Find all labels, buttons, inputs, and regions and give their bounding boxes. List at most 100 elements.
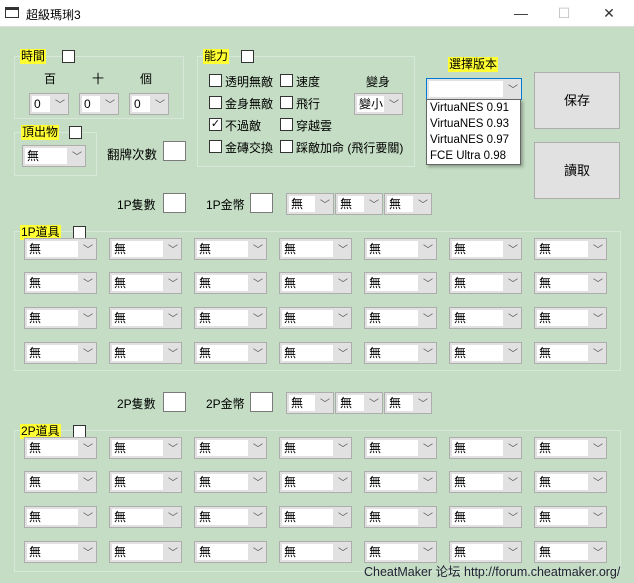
p2-item-select[interactable]: 無 ﹀ bbox=[24, 506, 97, 528]
p1-item-select[interactable]: 無 ﹀ bbox=[279, 238, 352, 260]
p2-item-select[interactable]: 無 ﹀ bbox=[109, 541, 182, 563]
p1-item-select[interactable]: 無 ﹀ bbox=[449, 272, 522, 294]
ability-checkbox[interactable] bbox=[241, 50, 254, 63]
p2-item-select[interactable]: 無 ﹀ bbox=[109, 506, 182, 528]
p1-item-select[interactable]: 無 ﹀ bbox=[109, 342, 182, 364]
p2-item-select[interactable]: 無 ﹀ bbox=[364, 471, 437, 493]
chevron-down-icon: ﹀ bbox=[593, 478, 603, 489]
p1-item-select[interactable]: 無 ﹀ bbox=[449, 238, 522, 260]
version-select[interactable]: ﹀ bbox=[426, 78, 522, 100]
p2-item-select[interactable]: 無 ﹀ bbox=[109, 437, 182, 459]
version-option[interactable]: VirtuaNES 0.97 bbox=[430, 134, 510, 146]
p2-item-select[interactable]: 無 ﹀ bbox=[534, 541, 607, 563]
p1-item-select[interactable]: 無 ﹀ bbox=[534, 342, 607, 364]
minimize-button[interactable]: — bbox=[514, 5, 528, 21]
transform-select[interactable]: 變小 ﹀ bbox=[354, 93, 403, 115]
version-option[interactable]: FCE Ultra 0.98 bbox=[430, 150, 507, 162]
p1-lives-input[interactable] bbox=[163, 193, 186, 213]
p2-item-select[interactable]: 無 ﹀ bbox=[534, 506, 607, 528]
ability-checkbox[interactable] bbox=[280, 140, 293, 153]
p2-item-select[interactable]: 無 ﹀ bbox=[534, 471, 607, 493]
chevron-down-icon: ﹀ bbox=[508, 548, 518, 559]
p2-item-select[interactable]: 無 ﹀ bbox=[279, 471, 352, 493]
flip-input[interactable] bbox=[163, 141, 186, 161]
tens-select[interactable]: 0 ﹀ bbox=[79, 93, 119, 115]
p2-item-select[interactable]: 無 ﹀ bbox=[194, 437, 267, 459]
p1-item-select[interactable]: 無 ﹀ bbox=[279, 307, 352, 329]
p1-item-select[interactable]: 無 ﹀ bbox=[194, 272, 267, 294]
ability-checkbox[interactable] bbox=[280, 96, 293, 109]
p2-item-select[interactable]: 無 ﹀ bbox=[194, 471, 267, 493]
p1-item-select[interactable]: 無 ﹀ bbox=[364, 272, 437, 294]
p2-item-select[interactable]: 無 ﹀ bbox=[109, 471, 182, 493]
hundreds-select[interactable]: 0 ﹀ bbox=[29, 93, 69, 115]
p1-extra-select[interactable]: 無 ﹀ bbox=[286, 193, 334, 215]
ones-select[interactable]: 0 ﹀ bbox=[129, 93, 169, 115]
ability-checkbox[interactable] bbox=[209, 96, 222, 109]
p2-extra-select[interactable]: 無 ﹀ bbox=[384, 392, 432, 414]
p2-item-select[interactable]: 無 ﹀ bbox=[24, 437, 97, 459]
p2-item-select[interactable]: 無 ﹀ bbox=[449, 437, 522, 459]
p2-lives-input[interactable] bbox=[163, 392, 186, 412]
window-title: 超級瑪琍3 bbox=[26, 8, 81, 22]
p1-item-select[interactable]: 無 ﹀ bbox=[364, 238, 437, 260]
p1-item-select[interactable]: 無 ﹀ bbox=[534, 238, 607, 260]
block-select[interactable]: 無 ﹀ bbox=[22, 145, 86, 167]
p2-extra-select[interactable]: 無 ﹀ bbox=[335, 392, 383, 414]
p1-item-select[interactable]: 無 ﹀ bbox=[279, 342, 352, 364]
p2-item-select[interactable]: 無 ﹀ bbox=[24, 541, 97, 563]
p1-item-select[interactable]: 無 ﹀ bbox=[24, 238, 97, 260]
chevron-down-icon: ﹀ bbox=[168, 548, 178, 559]
p1-item-select[interactable]: 無 ﹀ bbox=[194, 238, 267, 260]
p2-item-select[interactable]: 無 ﹀ bbox=[364, 541, 437, 563]
p2-item-select[interactable]: 無 ﹀ bbox=[194, 506, 267, 528]
p1-item-select[interactable]: 無 ﹀ bbox=[109, 238, 182, 260]
p2-item-select[interactable]: 無 ﹀ bbox=[449, 506, 522, 528]
p2-item-select[interactable]: 無 ﹀ bbox=[449, 471, 522, 493]
p1-item-select[interactable]: 無 ﹀ bbox=[24, 307, 97, 329]
p2-item-select[interactable]: 無 ﹀ bbox=[534, 437, 607, 459]
chevron-down-icon: ﹀ bbox=[593, 314, 603, 325]
p1-coins-input[interactable] bbox=[250, 193, 273, 213]
save-button[interactable]: 保存 bbox=[534, 72, 620, 129]
ability-checkbox[interactable] bbox=[280, 74, 293, 87]
p2-item-select[interactable]: 無 ﹀ bbox=[279, 506, 352, 528]
p1-item-select[interactable]: 無 ﹀ bbox=[279, 272, 352, 294]
p2-item-select[interactable]: 無 ﹀ bbox=[279, 437, 352, 459]
p1-item-select[interactable]: 無 ﹀ bbox=[194, 342, 267, 364]
p2-item-select[interactable]: 無 ﹀ bbox=[364, 506, 437, 528]
version-option[interactable]: VirtuaNES 0.91 bbox=[430, 102, 510, 114]
chevron-down-icon: ﹀ bbox=[593, 245, 603, 256]
p1-item-select[interactable]: 無 ﹀ bbox=[24, 342, 97, 364]
p2-extra-select[interactable]: 無 ﹀ bbox=[286, 392, 334, 414]
p1-extra-select[interactable]: 無 ﹀ bbox=[384, 193, 432, 215]
p1-item-select[interactable]: 無 ﹀ bbox=[449, 342, 522, 364]
ability-checkbox[interactable]: ✓ bbox=[209, 118, 222, 131]
maximize-button[interactable]: ☐ bbox=[557, 5, 571, 21]
ability-checkbox[interactable] bbox=[209, 74, 222, 87]
p2-item-select[interactable]: 無 ﹀ bbox=[449, 541, 522, 563]
version-option[interactable]: VirtuaNES 0.93 bbox=[430, 118, 510, 130]
time-checkbox[interactable] bbox=[62, 50, 75, 63]
p2-item-select[interactable]: 無 ﹀ bbox=[364, 437, 437, 459]
p1-extra-select[interactable]: 無 ﹀ bbox=[335, 193, 383, 215]
ability-checkbox[interactable] bbox=[209, 140, 222, 153]
chevron-down-icon: ﹀ bbox=[253, 444, 263, 455]
close-button[interactable]: ✕ bbox=[603, 5, 615, 21]
p1-item-select[interactable]: 無 ﹀ bbox=[109, 307, 182, 329]
load-button[interactable]: 讀取 bbox=[534, 142, 620, 199]
p2-item-select[interactable]: 無 ﹀ bbox=[24, 471, 97, 493]
p2-coins-input[interactable] bbox=[250, 392, 273, 412]
block-checkbox[interactable] bbox=[69, 126, 82, 139]
p2-item-select[interactable]: 無 ﹀ bbox=[194, 541, 267, 563]
ability-checkbox[interactable] bbox=[280, 118, 293, 131]
p1-item-select[interactable]: 無 ﹀ bbox=[194, 307, 267, 329]
p1-item-select[interactable]: 無 ﹀ bbox=[24, 272, 97, 294]
p1-item-select[interactable]: 無 ﹀ bbox=[449, 307, 522, 329]
p1-item-select[interactable]: 無 ﹀ bbox=[534, 307, 607, 329]
p1-item-select[interactable]: 無 ﹀ bbox=[364, 307, 437, 329]
p2-item-select[interactable]: 無 ﹀ bbox=[279, 541, 352, 563]
p1-item-select[interactable]: 無 ﹀ bbox=[534, 272, 607, 294]
p1-item-select[interactable]: 無 ﹀ bbox=[364, 342, 437, 364]
p1-item-select[interactable]: 無 ﹀ bbox=[109, 272, 182, 294]
